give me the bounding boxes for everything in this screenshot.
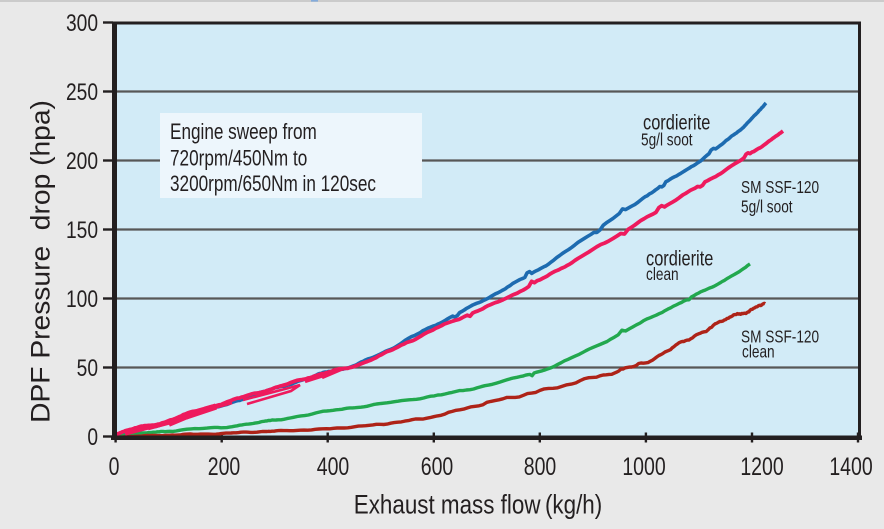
svg-text:800: 800 <box>524 453 557 481</box>
svg-text:1400: 1400 <box>829 453 872 481</box>
svg-text:0: 0 <box>109 453 120 481</box>
svg-text:cordierite: cordierite <box>643 111 710 134</box>
svg-text:100: 100 <box>66 285 98 313</box>
svg-text:SM SSF-120: SM SSF-120 <box>741 179 819 198</box>
svg-text:400: 400 <box>317 453 350 481</box>
svg-text:1000: 1000 <box>622 453 665 481</box>
svg-text:250: 250 <box>66 78 98 106</box>
svg-text:200: 200 <box>66 147 98 175</box>
svg-text:50: 50 <box>77 354 98 382</box>
svg-text:SM SSF-120: SM SSF-120 <box>741 328 819 347</box>
svg-text:5g/l soot: 5g/l soot <box>741 198 793 217</box>
svg-text:Exhaust mass flow (kg/h): Exhaust mass flow (kg/h) <box>354 491 602 520</box>
svg-text:clean: clean <box>742 343 775 362</box>
svg-text:300: 300 <box>66 9 98 37</box>
svg-text:200: 200 <box>208 453 241 481</box>
svg-text:1200: 1200 <box>740 453 783 481</box>
svg-text:cordierite: cordierite <box>646 247 713 270</box>
svg-text:Engine sweep from: Engine sweep from <box>170 120 317 145</box>
svg-text:600: 600 <box>421 453 454 481</box>
svg-text:5g/l soot: 5g/l soot <box>641 131 693 150</box>
svg-text:720rpm/450Nm to: 720rpm/450Nm to <box>170 147 307 172</box>
svg-text:clean: clean <box>646 266 679 285</box>
svg-text:DPF Pressure drop (hpa): DPF Pressure drop (hpa) <box>25 100 55 423</box>
svg-text:3200rpm/650Nm in 120sec: 3200rpm/650Nm in 120sec <box>170 172 376 197</box>
svg-text:0: 0 <box>87 423 98 451</box>
svg-text:150: 150 <box>66 216 98 244</box>
